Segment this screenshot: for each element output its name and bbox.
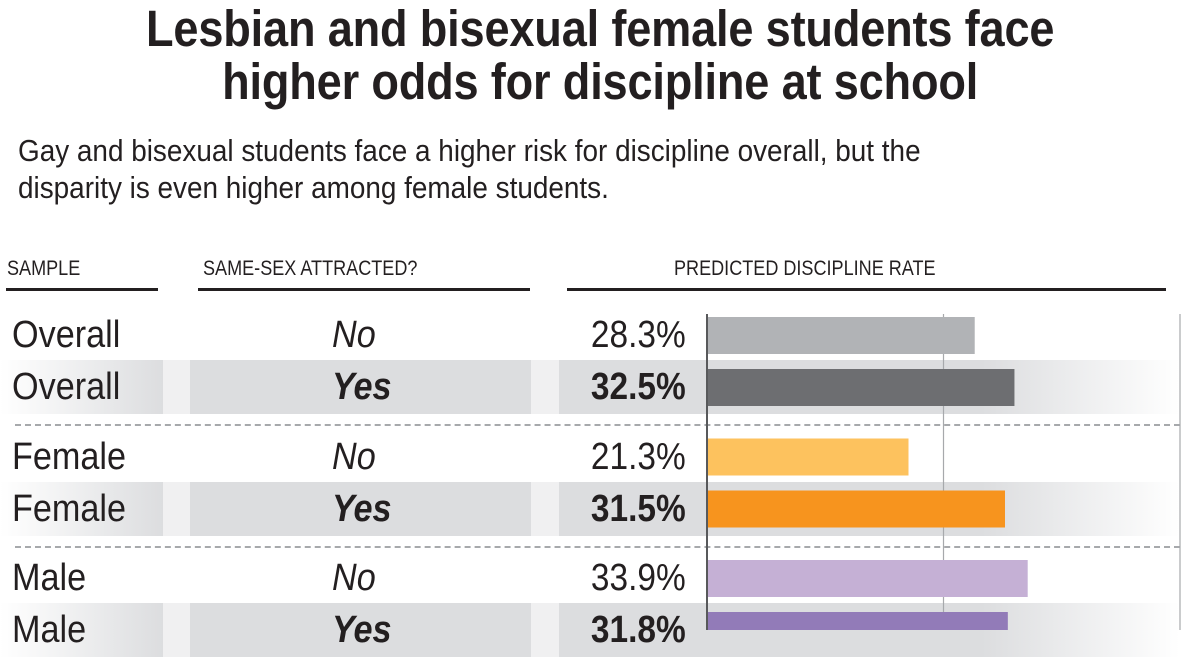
sample-label: Overall: [12, 313, 132, 357]
data-label: 28.3%: [486, 313, 686, 357]
column-header-sample: SAMPLE: [7, 256, 92, 282]
bar: [707, 560, 1028, 597]
attracted-label: Yes: [332, 487, 398, 531]
attracted-label: Yes: [332, 365, 398, 409]
chart-title-line-2: higher odds for discipline at school: [0, 56, 1200, 108]
chart-title-text-2: higher odds for discipline at school: [221, 53, 978, 110]
sample-label-text: Female: [12, 487, 127, 530]
column-header-attracted-text: SAME-SEX ATTRACTED?: [203, 257, 418, 280]
column-rule-rate: [567, 288, 1166, 291]
column-rule-sample: [6, 288, 158, 291]
sample-label: Overall: [12, 365, 132, 409]
attracted-label-text: Yes: [332, 366, 392, 408]
sample-label: Female: [12, 435, 139, 479]
attracted-label: No: [332, 435, 381, 479]
data-label-text: 33.9%: [591, 557, 686, 599]
chart-title-text-1: Lesbian and bisexual female students fac…: [145, 0, 1055, 57]
data-label: 21.3%: [486, 435, 686, 479]
data-label-text: 28.3%: [591, 314, 686, 356]
chart-subtitle-line-2: disparity is even higher among female st…: [18, 169, 1198, 206]
bar: [707, 612, 1008, 630]
row-highlight-sample: [0, 481, 163, 536]
chart-title-line-1: Lesbian and bisexual female students fac…: [0, 3, 1200, 55]
data-label-text: 32.5%: [591, 366, 686, 408]
attracted-label-text: Yes: [332, 487, 392, 530]
column-header-sample-text: SAMPLE: [7, 257, 81, 280]
column-header-attracted: SAME-SEX ATTRACTED?: [203, 256, 452, 282]
sample-label-text: Overall: [12, 314, 121, 356]
row-highlight-gap: [531, 360, 559, 414]
attracted-label: No: [332, 313, 381, 357]
row-highlight-gap: [531, 481, 559, 536]
row-highlight-sample: [0, 360, 163, 414]
attracted-label: No: [332, 556, 381, 600]
attracted-label-text: No: [332, 557, 376, 599]
bar: [707, 438, 909, 476]
bar: [707, 317, 975, 354]
chart-subtitle-text-1: Gay and bisexual students face a higher …: [18, 133, 921, 168]
bar: [707, 490, 1005, 528]
data-label-text: 31.5%: [591, 487, 686, 530]
sample-label-text: Male: [12, 557, 87, 599]
attracted-label-text: No: [332, 314, 376, 356]
bar: [707, 369, 1015, 406]
sample-label: Male: [12, 556, 94, 600]
data-label: 31.5%: [486, 487, 686, 531]
row-highlight-gap: [163, 481, 190, 536]
chart-subtitle-text-2: disparity is even higher among female st…: [18, 170, 609, 205]
data-label: 32.5%: [486, 365, 686, 409]
sample-label-text: Overall: [12, 366, 121, 408]
group-divider: [15, 424, 1180, 426]
data-label: 33.9%: [486, 556, 686, 600]
chart-subtitle-line-1: Gay and bisexual students face a higher …: [18, 132, 1198, 169]
row-highlight-attracted: [190, 481, 531, 536]
column-rule-attracted: [198, 288, 530, 291]
attracted-label-text: No: [332, 435, 376, 478]
row-highlight-attracted: [190, 360, 531, 414]
data-label-text: 21.3%: [591, 435, 686, 478]
column-header-rate: PREDICTED DISCIPLINE RATE: [674, 256, 978, 282]
group-divider: [15, 545, 1180, 548]
bar-chart: [706, 314, 1181, 630]
sample-label: Female: [12, 487, 139, 531]
column-header-rate-text: PREDICTED DISCIPLINE RATE: [674, 257, 936, 280]
row-highlight-gap: [163, 360, 190, 414]
sample-label-text: Female: [12, 435, 127, 478]
